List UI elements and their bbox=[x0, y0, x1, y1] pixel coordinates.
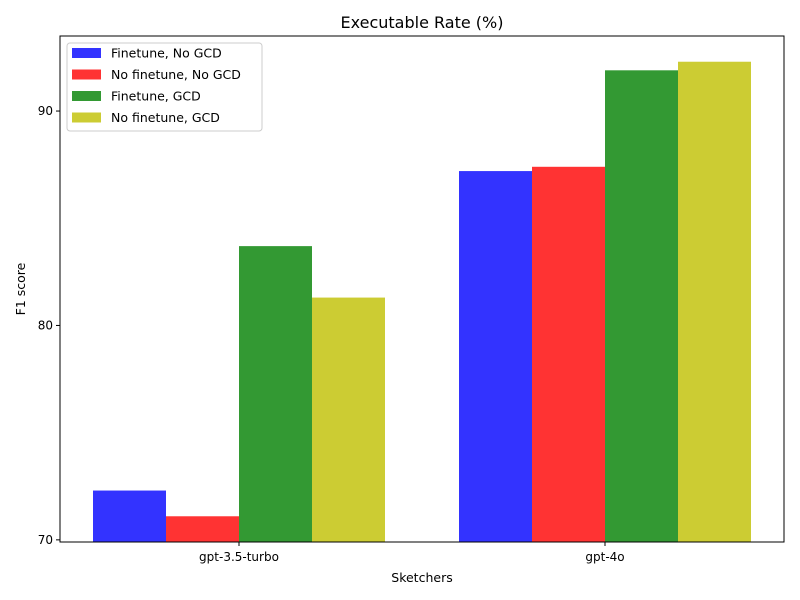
y-tick-label: 90 bbox=[38, 104, 53, 118]
bars-layer bbox=[93, 61, 751, 542]
y-axis-label: F1 score bbox=[13, 262, 28, 315]
y-tick-label: 80 bbox=[38, 318, 53, 332]
x-tick-label: gpt-4o bbox=[585, 550, 624, 564]
bar-no-finetune-gcd-gpt-4o bbox=[678, 61, 751, 542]
legend-swatch bbox=[72, 48, 101, 58]
y-axis: 70 80 90 bbox=[38, 104, 60, 547]
plot-frame bbox=[59, 35, 785, 543]
bar-no-finetune-gcd-gpt-3-5-turbo bbox=[312, 297, 385, 542]
legend-swatch bbox=[72, 69, 101, 80]
legend-label: Finetune, No GCD bbox=[111, 46, 222, 61]
bar-finetune-no-gcd-gpt-4o bbox=[459, 171, 532, 542]
legend-swatch bbox=[72, 91, 101, 101]
legend-frame bbox=[66, 42, 263, 132]
y-tick-label: 70 bbox=[38, 533, 53, 547]
legend-swatch bbox=[72, 112, 101, 123]
bar-finetune-gcd-gpt-3-5-turbo bbox=[239, 246, 312, 542]
legend: Finetune, No GCD No finetune, No GCD Finet… bbox=[66, 42, 263, 132]
bar-no-finetune-no-gcd-gpt-4o bbox=[532, 166, 605, 542]
legend-label: No finetune, GCD bbox=[111, 110, 220, 125]
legend-label: Finetune, GCD bbox=[111, 89, 201, 104]
chart-title: Executable Rate (%) bbox=[341, 13, 504, 32]
bar-no-finetune-no-gcd-gpt-3-5-turbo bbox=[166, 516, 239, 542]
bar-finetune-no-gcd-gpt-3-5-turbo bbox=[93, 490, 166, 542]
x-axis: gpt-3.5-turbo gpt-4o bbox=[199, 542, 625, 564]
x-axis-label: Sketchers bbox=[391, 570, 452, 585]
legend-label: No finetune, No GCD bbox=[111, 67, 241, 82]
x-tick-label: gpt-3.5-turbo bbox=[199, 550, 279, 564]
bar-finetune-gcd-gpt-4o bbox=[605, 70, 678, 542]
